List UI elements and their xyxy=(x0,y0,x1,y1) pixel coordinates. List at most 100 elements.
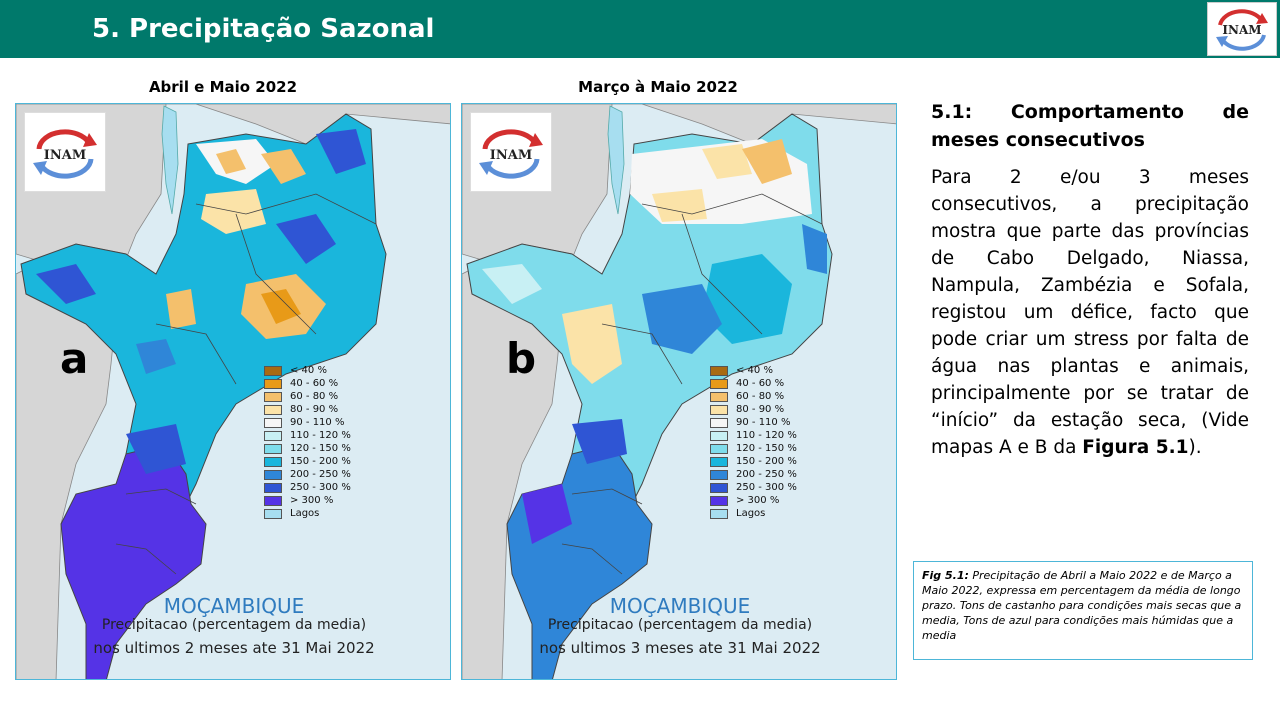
legend-row: 150 - 200 % xyxy=(264,455,351,468)
legend-label: 150 - 200 % xyxy=(290,456,351,467)
map-b-subtitle: Precipitacao (percentagem da media) xyxy=(547,617,813,633)
caption-label: Fig 5.1: xyxy=(922,569,969,582)
map-a-title: Abril e Maio 2022 xyxy=(148,78,298,96)
figure-caption: Fig 5.1: Precipitação de Abril a Maio 20… xyxy=(913,561,1253,660)
legend-row: Lagos xyxy=(264,507,351,520)
legend-label: 40 - 60 % xyxy=(736,378,785,389)
legend-swatch xyxy=(264,508,282,519)
legend-label: 90 - 110 % xyxy=(736,417,791,428)
legend-swatch xyxy=(264,469,282,480)
section-heading: 5.1: Comportamento de meses consecutivos xyxy=(931,101,1249,151)
legend-label: 120 - 150 % xyxy=(290,443,351,454)
legend-row: < 40 % xyxy=(710,364,797,377)
map-panel-b: INAM b < 40 % 40 - 60 % 60 - 80 % 80 - 90 %… xyxy=(461,103,897,680)
legend-swatch xyxy=(264,404,282,415)
mozambique-map-a xyxy=(16,104,450,679)
legend-row: 40 - 60 % xyxy=(264,377,351,390)
legend-swatch xyxy=(710,482,728,493)
legend-label: 60 - 80 % xyxy=(290,391,339,402)
legend-label: Lagos xyxy=(736,508,766,519)
legend-swatch xyxy=(710,365,728,376)
map-a-legend: < 40 % 40 - 60 % 60 - 80 % 80 - 90 % 90 - 11… xyxy=(264,364,351,520)
legend-label: 110 - 120 % xyxy=(290,430,351,441)
legend-row: > 300 % xyxy=(264,494,351,507)
legend-label: 40 - 60 % xyxy=(290,378,339,389)
mozambique-map-b xyxy=(462,104,896,679)
legend-row: 120 - 150 % xyxy=(264,442,351,455)
legend-swatch xyxy=(710,495,728,506)
legend-swatch xyxy=(710,469,728,480)
legend-row: 40 - 60 % xyxy=(710,377,797,390)
map-a-logo-text: INAM xyxy=(44,148,86,163)
legend-swatch xyxy=(264,365,282,376)
legend-label: 200 - 250 % xyxy=(736,469,797,480)
section-body-figure-ref: Figura 5.1 xyxy=(1082,437,1189,458)
legend-row: 120 - 150 % xyxy=(710,442,797,455)
legend-swatch xyxy=(264,378,282,389)
legend-row: 80 - 90 % xyxy=(710,403,797,416)
legend-row: 250 - 300 % xyxy=(264,481,351,494)
legend-row: 150 - 200 % xyxy=(710,455,797,468)
legend-label: 250 - 300 % xyxy=(290,482,351,493)
map-b-legend: < 40 % 40 - 60 % 60 - 80 % 80 - 90 % 90 - 11… xyxy=(710,364,797,520)
legend-swatch xyxy=(710,508,728,519)
map-b-period: nos ultimos 3 meses ate 31 Mai 2022 xyxy=(539,639,821,657)
legend-row: 80 - 90 % xyxy=(264,403,351,416)
legend-row: 200 - 250 % xyxy=(264,468,351,481)
map-panel-a: INAM a < 40 % 40 - 60 % 60 - 80 % 80 - 90 %… xyxy=(15,103,451,680)
legend-label: Lagos xyxy=(290,508,320,519)
map-b-letter: b xyxy=(506,334,537,383)
legend-row: Lagos xyxy=(710,507,797,520)
section-body: Para 2 e/ou 3 meses consecutivos, a prec… xyxy=(931,164,1249,461)
legend-row: 60 - 80 % xyxy=(264,390,351,403)
legend-label: 110 - 120 % xyxy=(736,430,797,441)
legend-row: < 40 % xyxy=(264,364,351,377)
legend-swatch xyxy=(264,456,282,467)
legend-label: 200 - 250 % xyxy=(290,469,351,480)
legend-row: 90 - 110 % xyxy=(264,416,351,429)
legend-row: 200 - 250 % xyxy=(710,468,797,481)
legend-label: 60 - 80 % xyxy=(736,391,785,402)
legend-swatch xyxy=(264,417,282,428)
legend-label: < 40 % xyxy=(736,365,773,376)
legend-swatch xyxy=(264,443,282,454)
legend-swatch xyxy=(710,430,728,441)
legend-label: < 40 % xyxy=(290,365,327,376)
header-logo-text: INAM xyxy=(1222,23,1261,37)
map-b-title: Março à Maio 2022 xyxy=(578,78,738,96)
legend-label: 80 - 90 % xyxy=(290,404,339,415)
legend-row: 110 - 120 % xyxy=(710,429,797,442)
legend-swatch xyxy=(710,456,728,467)
legend-row: 250 - 300 % xyxy=(710,481,797,494)
legend-label: 90 - 110 % xyxy=(290,417,345,428)
legend-swatch xyxy=(264,495,282,506)
legend-label: 80 - 90 % xyxy=(736,404,785,415)
map-a-letter: a xyxy=(60,334,89,383)
map-b-logo-text: INAM xyxy=(490,148,532,163)
map-b-logo: INAM xyxy=(470,112,552,192)
caption-text: Precipitação de Abril a Maio 2022 e de M… xyxy=(922,569,1242,642)
legend-swatch xyxy=(710,391,728,402)
map-b-country: MOÇAMBIQUE xyxy=(609,594,751,618)
legend-label: 250 - 300 % xyxy=(736,482,797,493)
legend-swatch xyxy=(264,430,282,441)
legend-row: > 300 % xyxy=(710,494,797,507)
legend-label: > 300 % xyxy=(736,495,780,506)
legend-row: 110 - 120 % xyxy=(264,429,351,442)
map-a-subtitle: Precipitacao (percentagem da media) xyxy=(101,617,367,633)
legend-swatch xyxy=(710,417,728,428)
legend-swatch xyxy=(710,443,728,454)
header-bar: 5. Precipitação Sazonal INAM xyxy=(0,0,1280,58)
inam-logo: INAM xyxy=(1207,2,1277,56)
map-a-country: MOÇAMBIQUE xyxy=(163,594,305,618)
legend-row: 60 - 80 % xyxy=(710,390,797,403)
legend-label: 120 - 150 % xyxy=(736,443,797,454)
legend-label: > 300 % xyxy=(290,495,334,506)
page-title: 5. Precipitação Sazonal xyxy=(92,14,435,44)
section-body-end: ). xyxy=(1188,437,1202,458)
legend-swatch xyxy=(710,378,728,389)
legend-row: 90 - 110 % xyxy=(710,416,797,429)
section-body-main: Para 2 e/ou 3 meses consecutivos, a prec… xyxy=(931,167,1249,458)
legend-swatch xyxy=(264,391,282,402)
map-a-logo: INAM xyxy=(24,112,106,192)
